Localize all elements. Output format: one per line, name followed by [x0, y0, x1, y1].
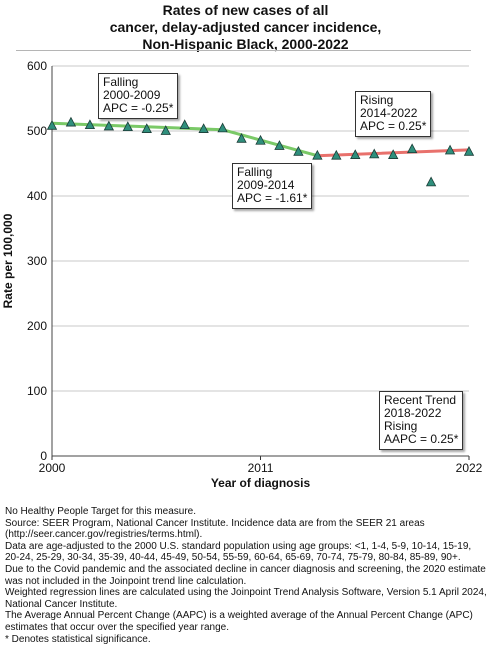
- y-tick-label: 400: [27, 189, 47, 203]
- x-tick-label: 2022: [456, 461, 483, 475]
- annotation-line: Rising: [360, 93, 394, 107]
- observed-rate-marker: [274, 140, 285, 150]
- footnote: * Denotes statistical significance.: [5, 633, 151, 645]
- annotation-line: APC = 0.25*: [360, 119, 427, 133]
- annotation-line: 2014-2022: [360, 106, 418, 120]
- annotation-line: AAPC = 0.25*: [384, 432, 459, 446]
- observed-rate-marker: [388, 149, 399, 159]
- observed-rate-marker: [103, 120, 115, 131]
- observed-rate-marker: [369, 148, 380, 159]
- observed-rate-marker: [179, 119, 190, 130]
- observed-rate-marker: [444, 144, 456, 155]
- y-tick-label: 600: [27, 59, 47, 73]
- footnote: No Healthy People Target for this measur…: [5, 506, 197, 517]
- footnote: Weighted regression lines are calculated…: [5, 587, 487, 610]
- trend-line-segment: [50, 121, 225, 132]
- observed-rate-marker: [406, 143, 418, 154]
- x-axis-title: Year of diagnosis: [211, 476, 311, 490]
- annotation-recent-trend: Recent Trend 2018-2022 Rising AAPC = 0.2…: [379, 391, 464, 450]
- annotation-line: APC = -1.61*: [237, 191, 308, 205]
- annotation-line: Rising: [384, 419, 418, 433]
- observed-rate-marker: [46, 119, 58, 130]
- footnote: Source: SEER Program, National Cancer In…: [5, 517, 425, 541]
- title-divider: [16, 50, 471, 51]
- observed-rate-marker: [217, 122, 228, 133]
- incidence-chart: 0 100 200 300 400 500 600 2000 2011 2022 Year of d…: [1, 59, 483, 490]
- footnote: Data are age-adjusted to the 2000 U.S. s…: [5, 540, 472, 564]
- observed-rate-marker: [122, 121, 133, 132]
- footnotes: No Healthy People Target for this measur…: [5, 506, 487, 645]
- observed-rate-marker: [84, 119, 96, 130]
- y-axis-title: Rate per 100,000: [1, 213, 15, 308]
- annotation-line: 2018-2022: [384, 406, 442, 420]
- footnote: Due to the Covid pandemic and the associ…: [5, 563, 486, 587]
- observed-rate-marker: [141, 123, 152, 133]
- annotation-line: 2000-2009: [103, 88, 161, 102]
- x-tick-label: 2000: [39, 461, 66, 475]
- chart-title-line-1: Rates of new cases of all: [162, 2, 329, 18]
- y-tick-label: 200: [27, 319, 47, 333]
- observed-rate-marker: [350, 149, 361, 159]
- observed-rate-marker: [65, 116, 77, 127]
- y-tick-label: 300: [27, 254, 47, 268]
- observed-rate-marker: [293, 145, 304, 156]
- observed-rate-marker: [425, 176, 437, 187]
- footnote: The Average Annual Percent Change (AAPC)…: [5, 610, 473, 633]
- annotation-line: Recent Trend: [384, 393, 457, 407]
- chart-title-line-3: Non-Hispanic Black, 2000-2022: [142, 36, 349, 52]
- chart-title: Rates of new cases of all cancer, delay-…: [0, 2, 491, 53]
- observed-rate-marker: [255, 134, 266, 145]
- annotation-falling-2000-2009: Falling 2000-2009 APC = -0.25*: [98, 73, 179, 119]
- x-tick-label: 2011: [248, 461, 274, 475]
- observed-rate-marker: [463, 145, 475, 156]
- trend-line-segment: [221, 128, 319, 158]
- y-tick-label: 100: [27, 384, 47, 398]
- annotation-rising-2014-2022: Rising 2014-2022 APC = 0.25*: [355, 91, 432, 137]
- observed-rate-marker: [160, 125, 171, 135]
- observed-rate-marker: [312, 149, 323, 160]
- annotation-falling-2009-2014: Falling 2009-2014 APC = -1.61*: [232, 163, 313, 209]
- annotation-line: APC = -0.25*: [103, 101, 174, 115]
- y-tick-label: 0: [40, 449, 47, 463]
- observed-rate-marker: [331, 149, 342, 160]
- annotation-line: Falling: [103, 75, 139, 89]
- annotation-line: 2009-2014: [237, 178, 295, 192]
- annotation-line: Falling: [237, 165, 273, 179]
- observed-rate-marker: [236, 132, 247, 143]
- observed-rate-marker: [198, 123, 209, 133]
- y-tick-label: 500: [27, 124, 47, 138]
- chart-title-line-2: cancer, delay-adjusted cancer incidence,: [109, 19, 382, 35]
